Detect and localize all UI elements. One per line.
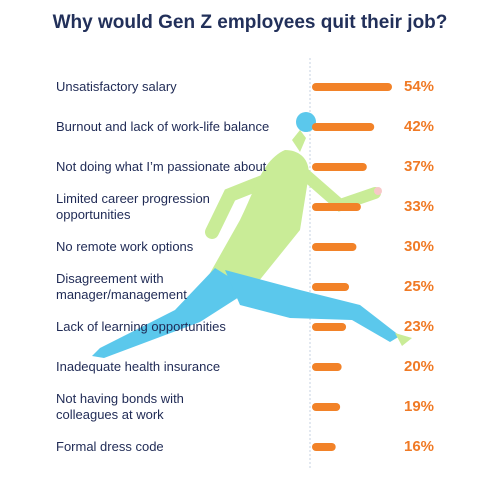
bar (312, 123, 375, 131)
bar (312, 403, 341, 411)
value-label: 20% (404, 358, 435, 375)
category-label-line: Lack of learning opportunities (56, 319, 226, 334)
category-label: Limited career progression opportunities (56, 191, 306, 223)
category-label-line: colleagues at work (56, 407, 164, 422)
figure-torso (205, 150, 309, 292)
category-label: Unsatisfactory salary (56, 79, 306, 95)
figure-back-leg (92, 268, 250, 358)
category-label-line: opportunities (56, 207, 131, 222)
chart-title: Why would Gen Z employees quit their job… (52, 12, 448, 33)
category-label: Inadequate health insurance (56, 359, 306, 375)
bar (312, 163, 367, 171)
category-label-line: No remote work options (56, 239, 194, 254)
value-label: 42% (404, 118, 435, 135)
category-label-line: manager/management (56, 287, 187, 302)
category-label: Burnout and lack of work-life balance (56, 119, 306, 135)
category-label: Lack of learning opportunities (56, 319, 306, 335)
value-label: 30% (404, 238, 435, 255)
category-label-line: Limited career progression (56, 191, 210, 206)
bar (312, 283, 350, 291)
bar (312, 323, 347, 331)
bar (312, 203, 361, 211)
bar (312, 83, 392, 91)
value-label: 19% (404, 398, 435, 415)
category-label-line: Inadequate health insurance (56, 359, 221, 374)
figure-head (296, 112, 316, 132)
category-label-line: Formal dress code (56, 439, 164, 454)
category-label: Formal dress code (56, 439, 306, 455)
bar (312, 243, 357, 251)
figure-hand (374, 187, 382, 195)
category-label-line: Burnout and lack of work-life balance (56, 119, 270, 134)
value-label: 37% (404, 158, 435, 175)
category-label: Disagreement with manager/management (56, 271, 306, 303)
bar (312, 363, 342, 371)
category-label-line: Not doing what I’m passionate about (56, 159, 267, 174)
category-label-line: Unsatisfactory salary (56, 79, 177, 94)
value-label: 33% (404, 198, 435, 215)
value-label: 25% (404, 278, 435, 295)
figure-front-leg (225, 270, 400, 342)
bar (312, 443, 336, 451)
category-label: Not having bonds with colleagues at work (56, 391, 306, 423)
value-label: 16% (404, 438, 435, 455)
value-label: 54% (404, 78, 435, 95)
category-label-line: Not having bonds with (56, 391, 184, 406)
figure-shoe (395, 333, 412, 346)
category-label-line: Disagreement with (56, 271, 164, 286)
category-label: Not doing what I’m passionate about (56, 159, 306, 175)
figure-neck (292, 130, 306, 152)
category-label: No remote work options (56, 239, 306, 255)
value-label: 23% (404, 318, 435, 335)
